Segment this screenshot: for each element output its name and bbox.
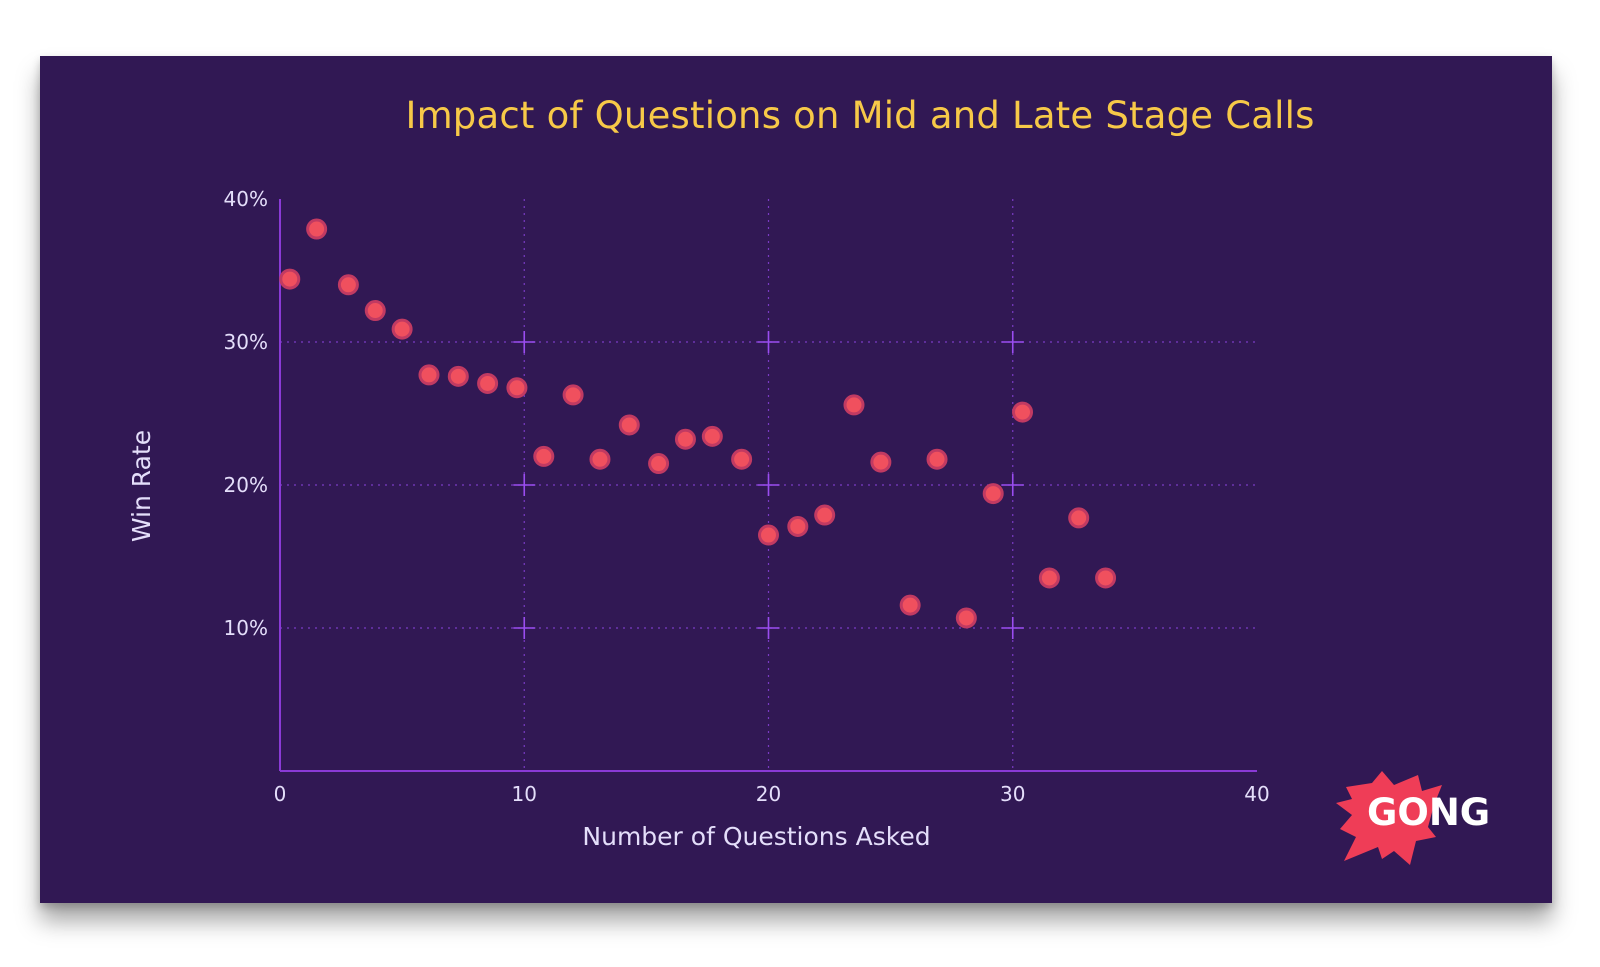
data-point: [758, 524, 779, 546]
x-tick-labels: 0 10 20 30 40: [274, 782, 1270, 806]
data-point: [562, 384, 584, 406]
data-point: [899, 594, 921, 616]
y-tick-labels: 10% 20% 30% 40%: [224, 187, 268, 640]
data-point: [926, 448, 948, 470]
chart-card: Impact of Questions on Mid and Late Stag…: [40, 56, 1552, 903]
grid-plus-marker: [513, 331, 536, 353]
x-tick-label: 20: [756, 782, 781, 806]
x-tick-label: 40: [1244, 782, 1269, 806]
data-point: [447, 365, 469, 387]
data-point: [589, 448, 611, 470]
x-axis-label: Number of Questions Asked: [582, 822, 930, 851]
data-point: [870, 451, 892, 473]
scatter-plot: 10% 20% 30% 40% 0 10 20 30 40 Number of Questio…: [127, 187, 1270, 851]
grid-plus-marker: [513, 617, 536, 639]
data-point: [279, 268, 301, 290]
grid-plus-marker: [1001, 617, 1024, 639]
data-points: [279, 218, 1117, 629]
grid-layer: [280, 199, 1257, 771]
data-point: [814, 504, 836, 526]
data-point: [618, 414, 640, 436]
data-point: [982, 483, 1004, 505]
grid-plus-marker: [1001, 331, 1024, 353]
grid-plus-marker: [1001, 474, 1024, 496]
y-axis-label: Win Rate: [127, 430, 156, 542]
data-point: [533, 445, 555, 467]
data-point: [364, 300, 386, 322]
data-point: [731, 448, 753, 470]
data-point: [955, 607, 977, 629]
data-point: [477, 372, 499, 394]
logo-text: GONG: [1367, 791, 1490, 834]
axis-layer: [279, 199, 1257, 772]
grid-plus-marker: [757, 617, 780, 639]
grid-plus-marker: [757, 331, 780, 353]
y-tick-label: 20%: [224, 473, 268, 497]
data-point: [337, 274, 359, 296]
chart-title: Impact of Questions on Mid and Late Stag…: [405, 94, 1315, 137]
x-tick-label: 0: [274, 782, 287, 806]
data-point: [506, 377, 528, 399]
data-point: [674, 428, 696, 450]
grid-plus-marker: [513, 474, 536, 496]
data-point: [1038, 567, 1060, 589]
data-point: [1068, 507, 1090, 529]
data-point: [1095, 567, 1117, 589]
data-point: [1012, 401, 1034, 423]
x-tick-label: 10: [512, 782, 537, 806]
grid-plus-marker: [757, 474, 780, 496]
data-point: [787, 515, 809, 537]
gong-logo: GONG: [1336, 771, 1490, 865]
data-point: [648, 453, 670, 475]
data-point: [306, 218, 328, 240]
data-point: [391, 318, 413, 340]
data-point: [701, 425, 723, 447]
data-point: [843, 394, 865, 416]
y-tick-label: 30%: [224, 330, 268, 354]
y-tick-label: 10%: [224, 616, 268, 640]
logo-burst-shape: [1336, 771, 1442, 865]
x-tick-label: 30: [1000, 782, 1025, 806]
y-tick-label: 40%: [224, 187, 268, 211]
data-point: [418, 364, 440, 386]
